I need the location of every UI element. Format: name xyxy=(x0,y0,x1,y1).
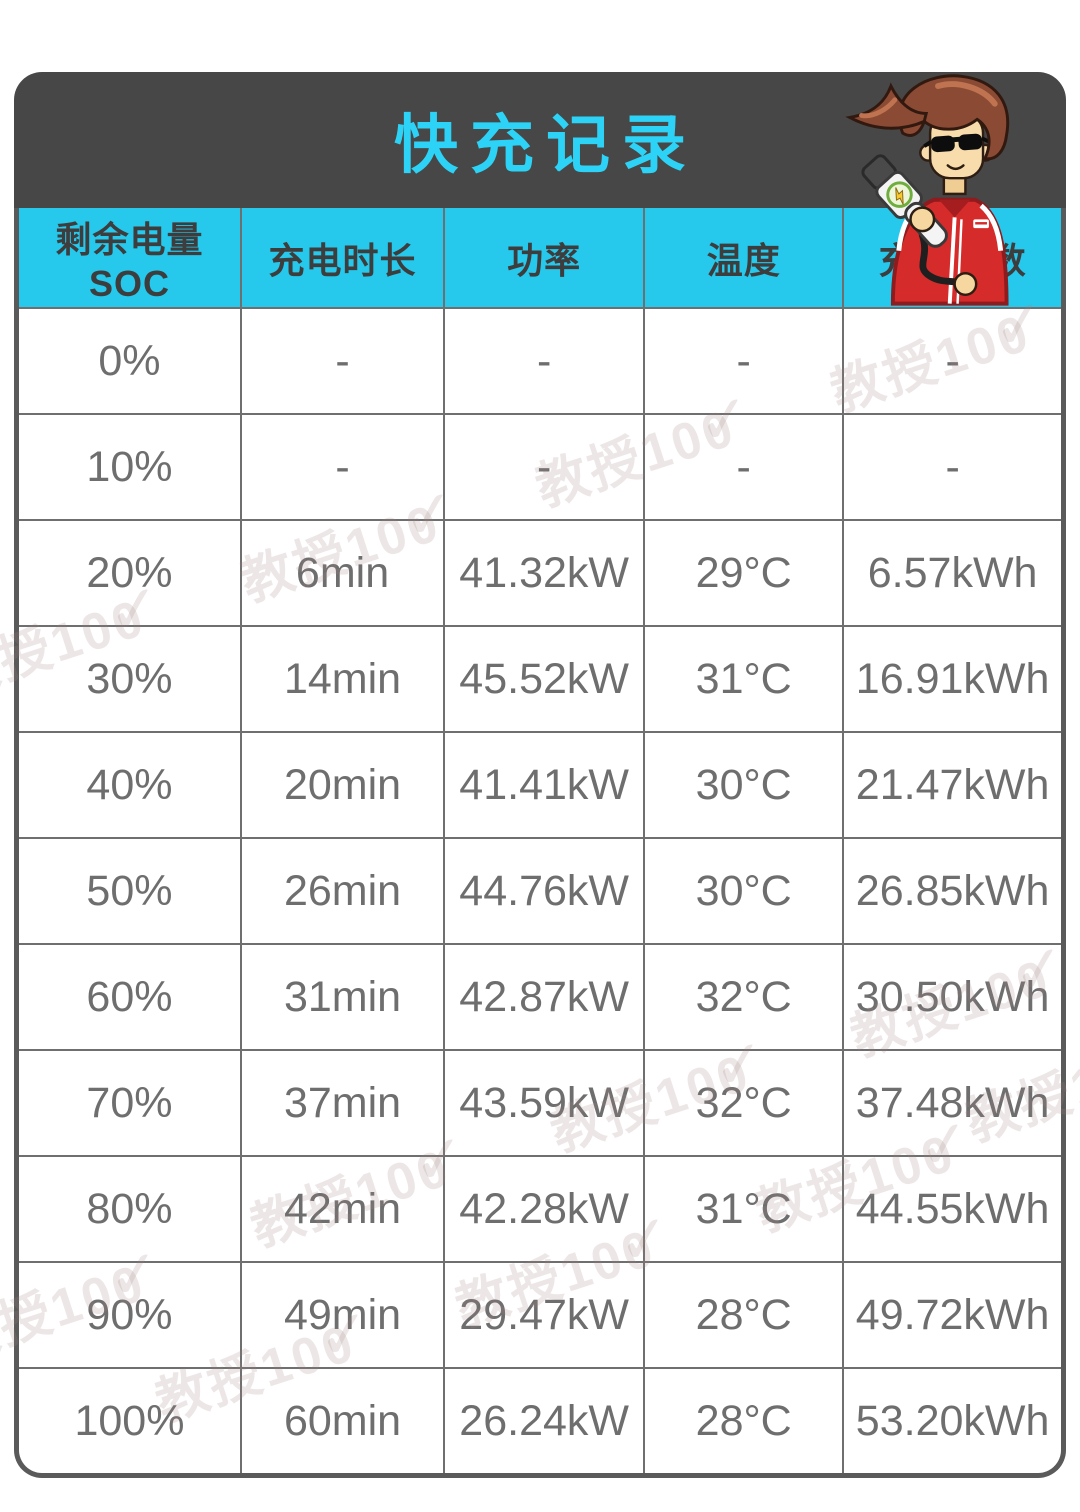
table-cell: 60% xyxy=(19,943,242,1051)
table-row: 60% 31min 42.87kW 32°C 30.50kWh xyxy=(19,943,1061,1051)
table-cell: 70% xyxy=(19,1049,242,1157)
table-cell: 80% xyxy=(19,1155,242,1263)
table-cell: - xyxy=(443,413,646,521)
table-row: 40% 20min 41.41kW 30°C 21.47kWh xyxy=(19,731,1061,839)
table-cell: 26.24kW xyxy=(443,1367,646,1473)
table-row: 0% - - - - xyxy=(19,307,1061,415)
table-row: 80% 42min 42.28kW 31°C 44.55kWh xyxy=(19,1155,1061,1263)
page-title: 快充记录 xyxy=(394,109,698,181)
table-cell: 30.50kWh xyxy=(842,943,1061,1051)
table-cell: 42.87kW xyxy=(443,943,646,1051)
table-cell: 14min xyxy=(239,625,446,733)
table-cell: 20min xyxy=(239,731,446,839)
table-cell: 10% xyxy=(19,413,242,521)
table-row: 20% 6min 41.32kW 29°C 6.57kWh xyxy=(19,519,1061,627)
col-header-duration: 充电时长 xyxy=(239,208,446,309)
table-cell: 90% xyxy=(19,1261,242,1369)
table-cell: 21.47kWh xyxy=(842,731,1061,839)
table-cell: 28°C xyxy=(643,1367,845,1473)
table-cell: 29.47kW xyxy=(443,1261,646,1369)
col-header-power: 功率 xyxy=(443,208,646,309)
table-cell: 32°C xyxy=(643,1049,845,1157)
table-cell: 53.20kWh xyxy=(842,1367,1061,1473)
table-row: 90% 49min 29.47kW 28°C 49.72kWh xyxy=(19,1261,1061,1369)
table-cell: 41.41kW xyxy=(443,731,646,839)
table-cell: 30% xyxy=(19,625,242,733)
table-cell: 28°C xyxy=(643,1261,845,1369)
table-cell: - xyxy=(239,413,446,521)
table-row: 50% 26min 44.76kW 30°C 26.85kWh xyxy=(19,837,1061,945)
table-row: 70% 37min 43.59kW 32°C 37.48kWh xyxy=(19,1049,1061,1157)
table-cell: 42min xyxy=(239,1155,446,1263)
table-cell: - xyxy=(842,307,1061,415)
table-row: 100% 60min 26.24kW 28°C 53.20kWh xyxy=(19,1367,1061,1473)
table-cell: - xyxy=(643,413,845,521)
table-cell: 49min xyxy=(239,1261,446,1369)
sunglasses-icon xyxy=(923,133,990,153)
ev-charger-mascot-illustration xyxy=(845,74,1010,306)
table-cell: 6min xyxy=(239,519,446,627)
table-cell: 31°C xyxy=(643,1155,845,1263)
table-cell: 37.48kWh xyxy=(842,1049,1061,1157)
table-cell: 16.91kWh xyxy=(842,625,1061,733)
table-cell: 30°C xyxy=(643,837,845,945)
table-cell: 60min xyxy=(239,1367,446,1473)
table-cell: 45.52kW xyxy=(443,625,646,733)
charging-record-card: 快充记录 剩余电量SOC 充电时长 功率 温度 充电度数 0%----10%--… xyxy=(14,72,1066,1478)
table-cell: - xyxy=(443,307,646,415)
table-cell: - xyxy=(643,307,845,415)
table-cell: 31°C xyxy=(643,625,845,733)
table-cell: 26.85kWh xyxy=(842,837,1061,945)
charging-table: 剩余电量SOC 充电时长 功率 温度 充电度数 0%----10%----20%… xyxy=(19,208,1061,1473)
table-cell: 100% xyxy=(19,1367,242,1473)
table-cell: 37min xyxy=(239,1049,446,1157)
table-cell: - xyxy=(842,413,1061,521)
table-row: 10% - - - - xyxy=(19,413,1061,521)
table-cell: 43.59kW xyxy=(443,1049,646,1157)
table-cell: 41.32kW xyxy=(443,519,646,627)
table-cell: 20% xyxy=(19,519,242,627)
table-cell: - xyxy=(239,307,446,415)
table-cell: 31min xyxy=(239,943,446,1051)
table-body: 0% - - - -10% - - - -20% 6min 41.32kW 29°C 6.57kWh 30… xyxy=(19,307,1061,1473)
table-cell: 6.57kWh xyxy=(842,519,1061,627)
charging-table-wrap: 剩余电量SOC 充电时长 功率 温度 充电度数 0%----10%----20%… xyxy=(14,208,1066,1478)
table-row: 30% 14min 45.52kW 31°C 16.91kWh xyxy=(19,625,1061,733)
table-cell: 29°C xyxy=(643,519,845,627)
col-header-temperature: 温度 xyxy=(643,208,845,309)
table-cell: 26min xyxy=(239,837,446,945)
table-cell: 42.28kW xyxy=(443,1155,646,1263)
table-cell: 49.72kWh xyxy=(842,1261,1061,1369)
table-cell: 0% xyxy=(19,307,242,415)
table-cell: 30°C xyxy=(643,731,845,839)
table-cell: 50% xyxy=(19,837,242,945)
table-cell: 44.55kWh xyxy=(842,1155,1061,1263)
table-cell: 32°C xyxy=(643,943,845,1051)
table-cell: 44.76kW xyxy=(443,837,646,945)
table-cell: 40% xyxy=(19,731,242,839)
col-header-soc: 剩余电量SOC xyxy=(19,208,242,309)
